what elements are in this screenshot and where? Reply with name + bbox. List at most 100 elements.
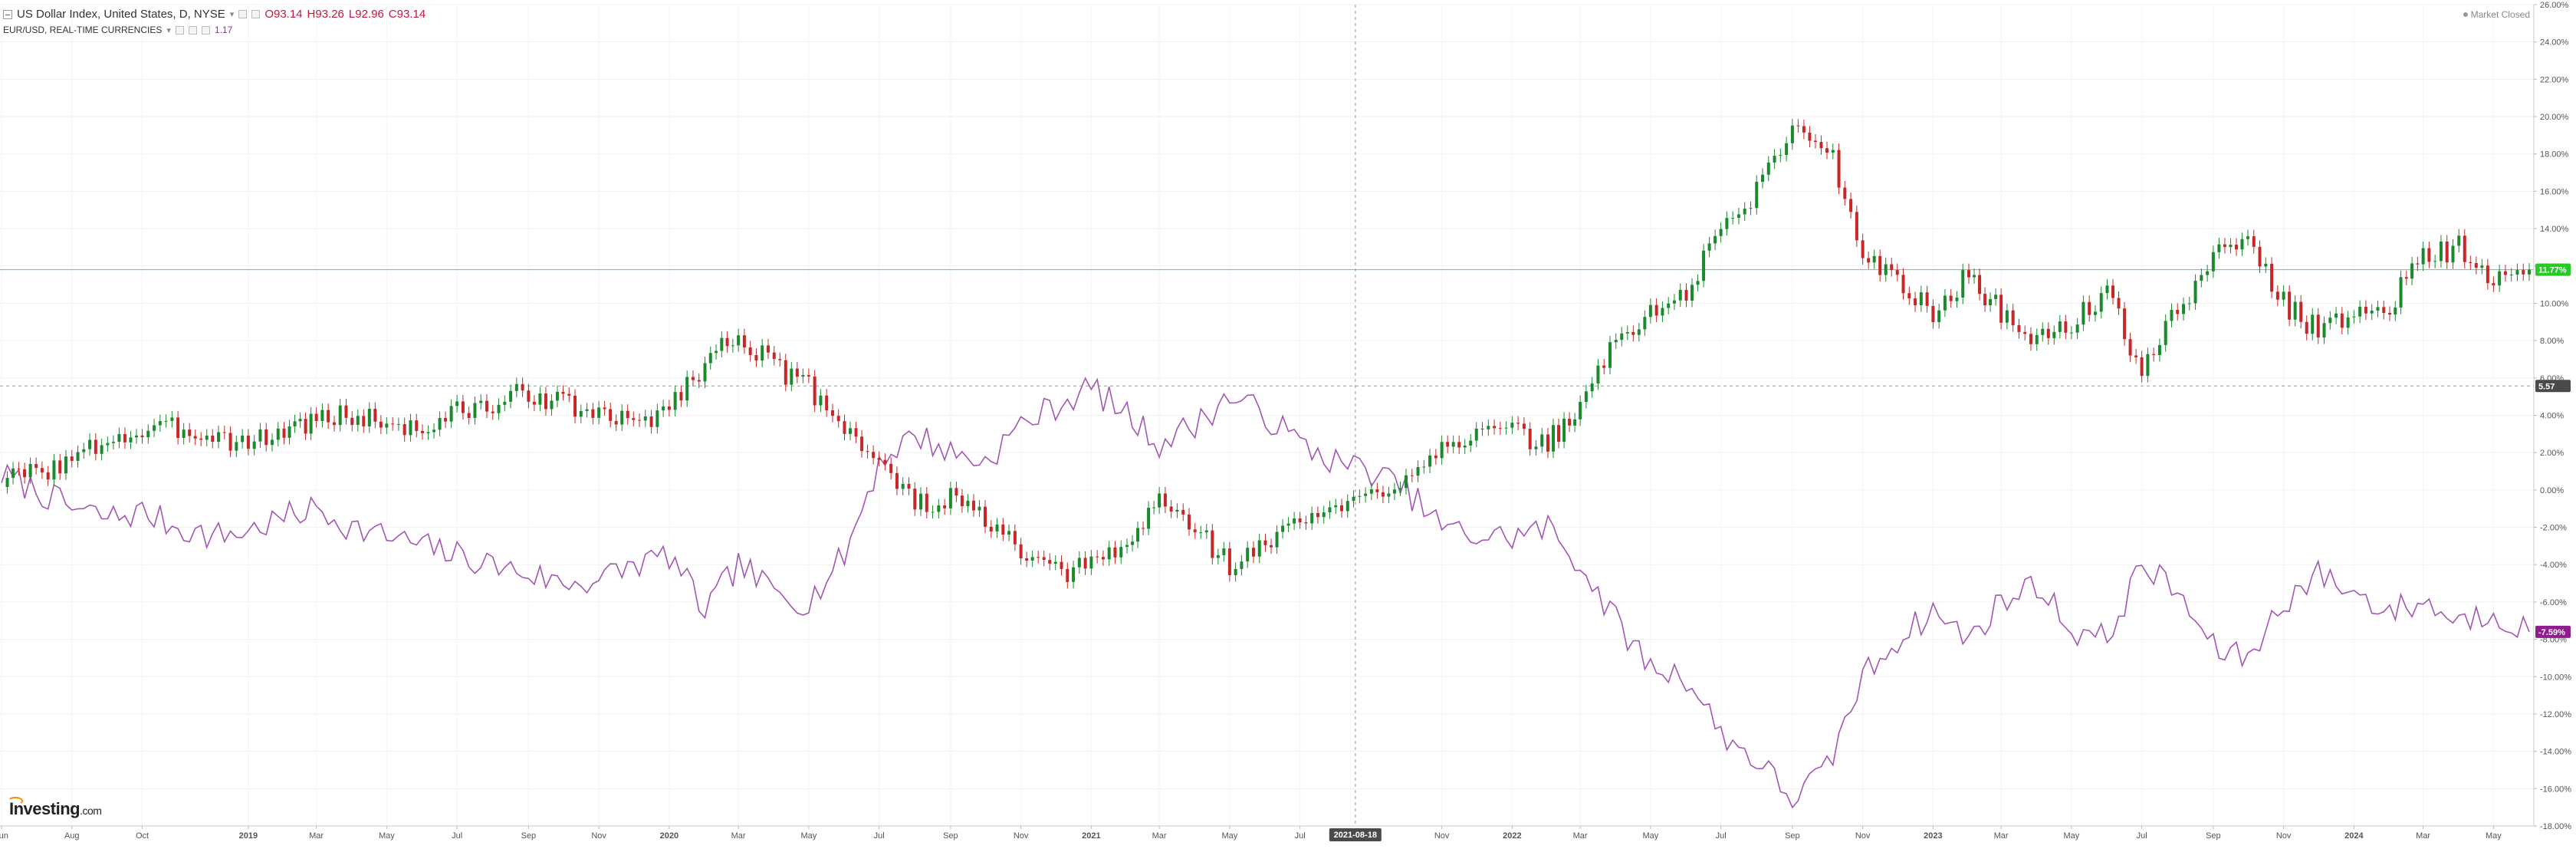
candle-body: [2041, 328, 2045, 335]
candle-body: [164, 420, 168, 422]
close-value: C93.14: [388, 8, 426, 21]
candle-body: [1684, 289, 1688, 301]
collapse-icon[interactable]: [3, 9, 12, 19]
candle-body: [2187, 303, 2191, 304]
chevron-down-icon[interactable]: ▾: [229, 10, 235, 19]
candle-body: [123, 433, 127, 443]
candle-body: [2200, 275, 2203, 281]
svg-text:5.57: 5.57: [2538, 382, 2555, 391]
y-tick-label: 22.00%: [2540, 75, 2569, 84]
candle-body: [88, 439, 92, 449]
candle-body: [1211, 530, 1214, 558]
candle-body: [2093, 311, 2097, 315]
logo-swoosh-icon: [8, 797, 23, 805]
y-tick-label: -12.00%: [2540, 710, 2571, 719]
candle-body: [1275, 531, 1279, 548]
candle-body: [258, 429, 262, 442]
settings-icon[interactable]: [188, 25, 197, 35]
candle-body: [715, 350, 718, 354]
x-tick-label: Mar: [1994, 831, 2009, 841]
candle-body: [1884, 264, 1888, 275]
candle-body: [2270, 263, 2274, 292]
candle-body: [2182, 304, 2186, 314]
candle-body: [1596, 365, 1600, 384]
x-tick-label: Sep: [943, 831, 958, 841]
candle-body: [830, 410, 834, 416]
candle-body: [2052, 331, 2056, 338]
candle-body: [2017, 325, 2021, 332]
candle-body: [2457, 235, 2461, 246]
candle-body: [2164, 321, 2167, 345]
main-series-title[interactable]: US Dollar Index, United States, D, NYSE: [17, 8, 225, 21]
x-tick-label: May: [1642, 831, 1658, 841]
candle-body: [327, 410, 330, 423]
candle-body: [362, 416, 366, 426]
x-tick-label: May: [379, 831, 395, 841]
eye-icon[interactable]: [238, 10, 248, 18]
candle-body: [444, 417, 448, 422]
candle-body: [1387, 493, 1391, 497]
candle-body: [332, 422, 336, 426]
candle-body: [673, 392, 677, 410]
candle-body: [2288, 291, 2292, 320]
candle-body: [402, 424, 406, 436]
candle-body: [1802, 126, 1806, 133]
candle-body: [2316, 314, 2320, 338]
x-tick-label: 2021: [1082, 831, 1100, 841]
candle-body: [2029, 334, 2032, 344]
candle-body: [685, 377, 689, 401]
x-tick-label: Jul: [1295, 831, 1306, 841]
candle-body: [1919, 292, 1923, 306]
candle-body: [1631, 331, 1635, 335]
y-tick-label: 16.00%: [2540, 187, 2569, 196]
candle-body: [1999, 295, 2003, 323]
candle-body: [2152, 354, 2156, 355]
y-tick-label: 24.00%: [2540, 38, 2569, 48]
candle-body: [2005, 310, 2009, 323]
candle-body: [1796, 125, 1800, 127]
chevron-down-icon[interactable]: ▾: [166, 25, 171, 35]
candle-body: [40, 468, 44, 473]
candle-body: [1725, 218, 1729, 229]
candle-body: [527, 390, 531, 402]
candle-body: [52, 460, 56, 480]
candle-body: [1340, 505, 1344, 512]
candle-body: [1983, 294, 1987, 306]
close-icon[interactable]: [201, 25, 210, 35]
candle-body: [1428, 455, 1432, 467]
candle-body: [703, 363, 707, 382]
candle-body: [2358, 307, 2362, 317]
candle-body: [801, 375, 805, 377]
x-tick-label: Jun: [0, 831, 8, 841]
candle-body: [937, 505, 941, 512]
candle-body: [1053, 561, 1057, 564]
candle-body: [1872, 255, 1876, 263]
candle-body: [479, 400, 483, 403]
candle-body: [2282, 291, 2285, 300]
candle-body: [1298, 518, 1302, 523]
candle-body: [1568, 418, 1572, 426]
candle-body: [1019, 544, 1023, 558]
candle-body: [2334, 313, 2338, 318]
candle-body: [473, 403, 477, 418]
candle-body: [176, 417, 180, 439]
candle-body: [314, 413, 318, 421]
candle-body: [2088, 301, 2091, 315]
candle-body: [134, 435, 138, 438]
eye-icon[interactable]: [175, 25, 184, 35]
svg-text:11.77%: 11.77%: [2538, 266, 2567, 275]
candle-body: [609, 409, 613, 421]
candle-body: [2140, 357, 2144, 377]
candle-body: [1590, 383, 1594, 392]
candle-body: [503, 401, 507, 405]
candle-body: [1240, 561, 1244, 569]
candle-body: [754, 354, 758, 361]
candle-body: [304, 419, 307, 434]
candle-body: [485, 400, 488, 412]
candle-body: [298, 419, 302, 422]
compare-series-title[interactable]: EUR/USD, REAL-TIME CURRENCIES: [3, 25, 163, 35]
candle-body: [1504, 427, 1508, 429]
settings-icon[interactable]: [251, 10, 261, 18]
